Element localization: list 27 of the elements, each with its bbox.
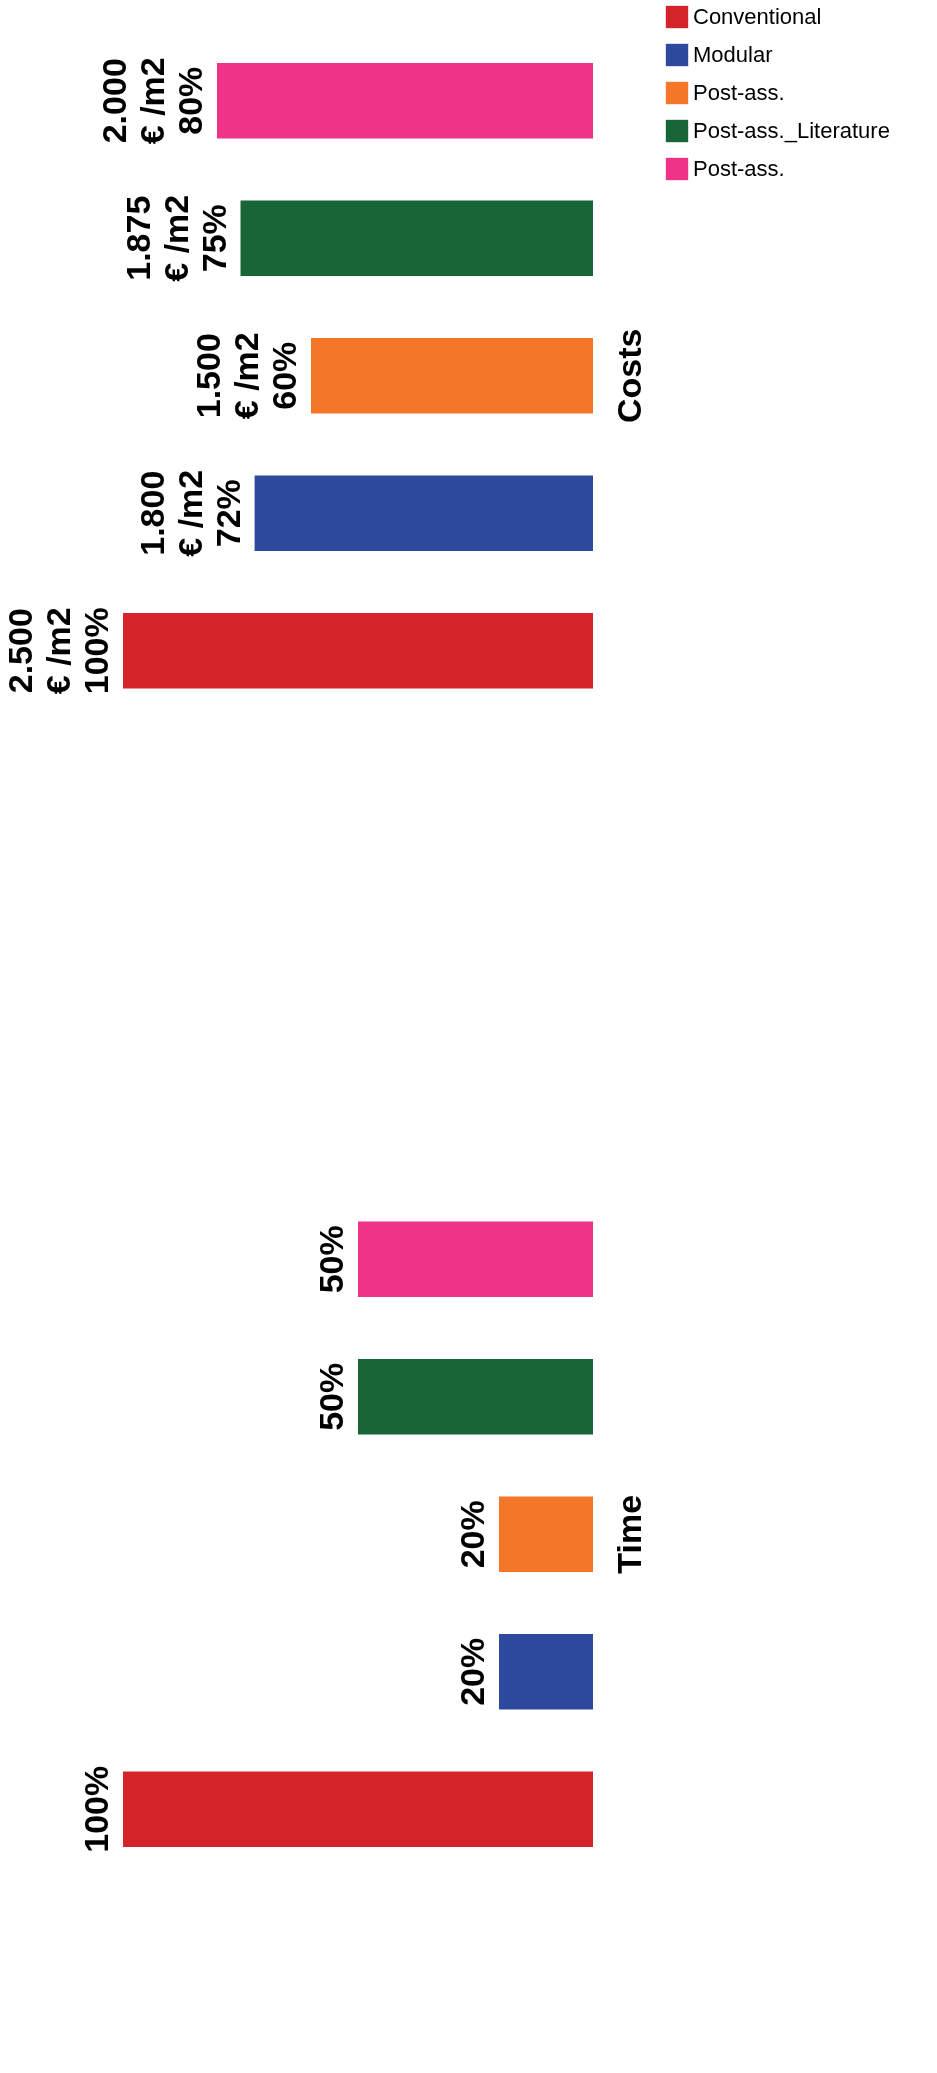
- bar: [254, 475, 593, 552]
- y-tick-label: Time: [609, 1494, 648, 1574]
- y-tick-label: Costs: [609, 328, 648, 423]
- data-label: 20%: [453, 1637, 491, 1706]
- data-label: 50%: [312, 1362, 350, 1431]
- legend-label: Conventional: [693, 4, 822, 29]
- bar: [499, 1633, 593, 1710]
- data-label: 100%: [77, 1765, 115, 1853]
- bar: [358, 1358, 593, 1435]
- data-label: 1.500 € /m2 60%: [189, 332, 303, 420]
- bar: [217, 62, 593, 139]
- data-label: 50%: [312, 1225, 350, 1294]
- legend-label: Post-ass.: [693, 80, 785, 105]
- data-label: 2.500 € /m2 100%: [1, 607, 115, 695]
- bar: [311, 337, 593, 414]
- legend-label: Post-ass.: [693, 156, 785, 181]
- bar: [499, 1496, 593, 1573]
- bar: [358, 1221, 593, 1298]
- data-label: 20%: [453, 1500, 491, 1569]
- data-label: 1.800 € /m2 72%: [132, 469, 247, 557]
- data-label: 1.875 € /m2 75%: [118, 194, 233, 282]
- legend-label: Modular: [693, 42, 773, 67]
- data-label: 2.000 € /m2 80%: [95, 57, 209, 145]
- bar: [123, 1771, 593, 1848]
- legend-label: Post-ass._Literature: [693, 118, 890, 143]
- bar: [240, 200, 593, 277]
- bar: [123, 612, 593, 689]
